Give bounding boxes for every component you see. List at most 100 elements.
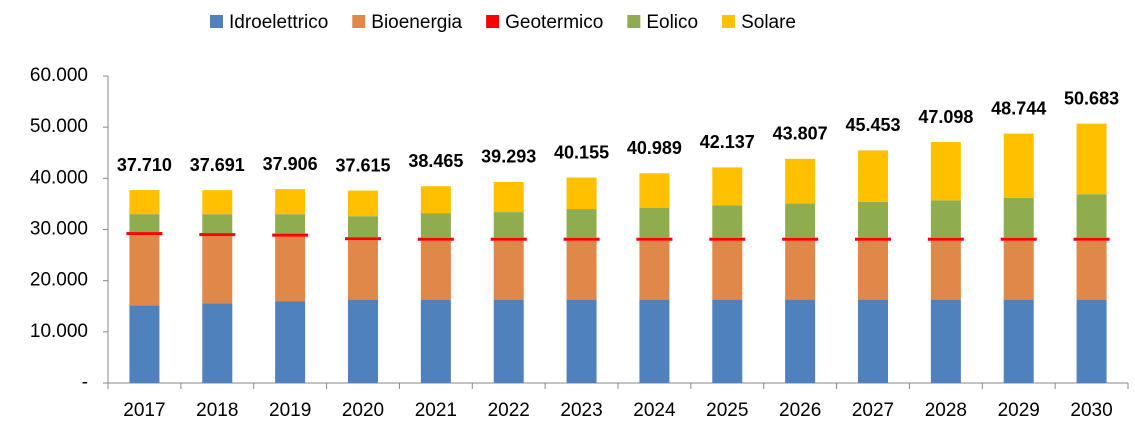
bar-segment [202, 236, 233, 304]
bar-segment [493, 299, 524, 383]
total-label: 38.465 [408, 151, 463, 171]
bar-segment [129, 214, 160, 233]
bar-segment [490, 237, 527, 241]
bar-segment [348, 240, 378, 300]
bar-segment [566, 299, 597, 383]
bar-segment [1076, 240, 1107, 300]
bar-segment [1000, 237, 1037, 241]
bar-segment [420, 299, 451, 383]
x-tick-label: 2025 [706, 400, 748, 421]
bar-segment [563, 237, 600, 241]
y-tick-label: - [82, 372, 88, 393]
legend-swatch [210, 15, 223, 28]
bar-segment [1073, 237, 1110, 241]
bar-segment [1076, 123, 1107, 195]
x-tick-label: 2027 [852, 400, 894, 421]
total-label: 37.615 [335, 155, 390, 175]
y-tick-label: 60.000 [30, 65, 88, 86]
legend-label: Idroelettrico [229, 12, 328, 33]
bar-segment [785, 299, 816, 383]
x-tick-label: 2021 [415, 400, 457, 421]
x-tick-label: 2024 [633, 400, 676, 421]
bar-segment [126, 232, 163, 236]
total-label: 37.691 [190, 155, 245, 175]
total-label: 37.710 [117, 155, 172, 175]
bar-segment [930, 200, 961, 238]
bar-segment [1076, 194, 1107, 238]
bar-segment [639, 208, 670, 238]
bar-segment [493, 240, 524, 300]
bar-segment [202, 190, 233, 215]
x-tick-label: 2030 [1070, 400, 1112, 421]
x-tick-label: 2028 [925, 400, 967, 421]
bar-segment [858, 299, 888, 383]
bar-segment [712, 167, 743, 206]
bar-segment [420, 186, 451, 214]
x-tick-label: 2018 [196, 400, 238, 421]
bar-segment [855, 237, 891, 241]
bar-segment [275, 214, 306, 234]
x-tick-label: 2020 [342, 400, 384, 421]
total-label: 42.137 [700, 132, 755, 152]
bar-segment [782, 237, 819, 241]
legend-label: Eolico [646, 12, 698, 33]
bar-segment [348, 190, 378, 217]
bar-segment [348, 216, 378, 238]
total-label: 47.098 [918, 107, 973, 127]
bar-segment [858, 240, 888, 300]
bar-segment [639, 299, 670, 383]
legend-label: Solare [741, 12, 796, 33]
total-label: 43.807 [773, 124, 828, 144]
bar-segment [785, 203, 816, 238]
bar-segment [930, 299, 961, 383]
bar-segment [272, 233, 309, 237]
bar-segment [420, 213, 451, 238]
bar-segment [566, 240, 597, 300]
bar-segment [1003, 299, 1034, 383]
bar-segment [785, 240, 816, 300]
x-tick-label: 2019 [269, 400, 311, 421]
bar-segment [785, 158, 816, 204]
total-label: 39.293 [481, 147, 536, 167]
total-label: 40.155 [554, 142, 609, 162]
bar-segment [129, 305, 160, 383]
bar-segment [636, 237, 673, 241]
x-tick-label: 2026 [779, 400, 821, 421]
bar-segment [420, 240, 451, 300]
bar-segment [493, 212, 524, 238]
x-tick-label: 2017 [123, 400, 165, 421]
bar-segment [930, 240, 961, 300]
bar-segment [1076, 299, 1107, 383]
bar-segment [202, 303, 233, 383]
y-tick-label: 50.000 [30, 116, 88, 137]
legend-label: Geotermico [505, 12, 603, 33]
bar-segment [927, 237, 964, 241]
bar-segment [199, 233, 236, 237]
bar-segment [858, 150, 888, 202]
bar-segment [712, 299, 743, 383]
bar-segment [639, 240, 670, 300]
bar-segment [566, 209, 597, 238]
bar-segment [275, 189, 306, 215]
bar-segment [129, 190, 160, 215]
x-tick-label: 2023 [560, 400, 602, 421]
total-label: 37.906 [263, 154, 318, 174]
bar-segment [566, 177, 597, 210]
bar-segment [1003, 197, 1034, 238]
legend-swatch [627, 15, 641, 28]
bar-segment [1003, 133, 1034, 198]
total-label: 40.989 [627, 138, 682, 158]
y-tick-label: 40.000 [30, 167, 88, 188]
total-label: 45.453 [845, 115, 900, 135]
bar-segment [202, 214, 233, 234]
bar-segment [129, 235, 160, 306]
y-tick-label: 30.000 [30, 219, 88, 240]
bar-segment [345, 237, 381, 241]
bar-segment [712, 205, 743, 238]
bar-segment [709, 237, 746, 241]
total-label: 48.744 [991, 98, 1046, 118]
y-tick-label: 10.000 [30, 321, 88, 342]
total-label: 50.683 [1064, 88, 1119, 108]
bar-segment [1003, 240, 1034, 300]
